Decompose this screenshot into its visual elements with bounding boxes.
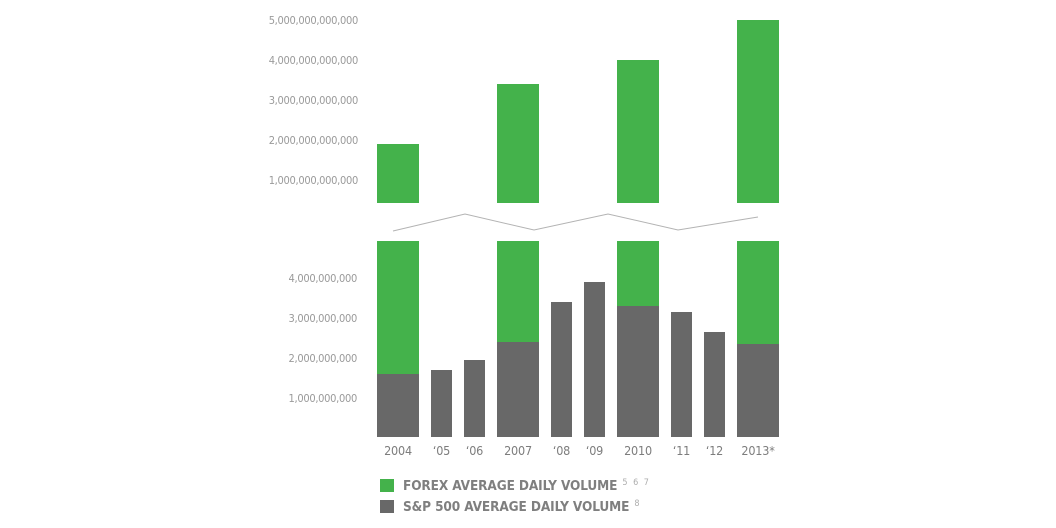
x-label-8: ‘12 (705, 443, 724, 458)
sp500-bar-4 (551, 302, 572, 437)
y-tick-top-2: 3,000,000,000,000 (268, 94, 359, 107)
y-tick-bottom-0: 4,000,000,000 (288, 272, 358, 285)
sp500-bar-1 (431, 370, 452, 437)
y-tick-top-1: 4,000,000,000,000 (268, 54, 359, 67)
sp500-bar-2 (464, 360, 485, 437)
sp500-bar-7 (671, 312, 692, 437)
forex-bar-upper-6 (617, 60, 659, 203)
x-label-0: 2004 (384, 443, 412, 458)
legend-item-forex: FOREX AVERAGE DAILY VOLUME 5 6 7 (380, 478, 651, 500)
forex-bar-upper-3 (497, 84, 539, 203)
x-label-5: ‘09 (585, 443, 604, 458)
x-label-7: ‘11 (672, 443, 691, 458)
chart-legend: FOREX AVERAGE DAILY VOLUME 5 6 7 S&P 500… (380, 478, 651, 521)
x-label-1: ‘05 (432, 443, 451, 458)
forex-bar-lower-3 (497, 241, 539, 342)
forex-footnote-refs: 5 6 7 (622, 478, 651, 488)
sp500-bar-6 (617, 306, 659, 437)
forex-bar-lower-0 (377, 241, 419, 374)
sp500-footnote-ref: 8 (634, 499, 641, 509)
sp500-bar-8 (704, 332, 725, 437)
x-label-6: 2010 (624, 443, 652, 458)
x-label-3: 2007 (504, 443, 532, 458)
x-label-9: 2013* (741, 443, 775, 458)
forex-bar-upper-0 (377, 144, 419, 203)
sp500-bar-0 (377, 374, 419, 437)
forex-swatch-icon (380, 479, 394, 492)
sp500-bar-3 (497, 342, 539, 437)
forex-bar-upper-9 (737, 20, 779, 203)
legend-item-sp500: S&P 500 AVERAGE DAILY VOLUME 8 (380, 499, 650, 521)
sp500-swatch-icon (380, 500, 394, 513)
sp500-bar-5 (584, 282, 605, 437)
sp500-legend-label: S&P 500 AVERAGE DAILY VOLUME (403, 499, 630, 515)
forex-legend-label: FOREX AVERAGE DAILY VOLUME (403, 478, 618, 494)
y-tick-top-4: 1,000,000,000,000 (268, 174, 359, 187)
y-tick-bottom-3: 1,000,000,000 (288, 392, 358, 405)
y-tick-bottom-1: 3,000,000,000 (288, 312, 358, 325)
axis-break-line (392, 213, 759, 232)
y-tick-top-3: 2,000,000,000,000 (268, 134, 359, 147)
x-label-4: ‘08 (552, 443, 571, 458)
forex-bar-lower-9 (737, 241, 779, 344)
axis-break-zigzag (392, 213, 759, 232)
x-label-2: ‘06 (465, 443, 484, 458)
sp500-bar-9 (737, 344, 779, 437)
forex-bar-lower-6 (617, 241, 659, 306)
y-tick-bottom-2: 2,000,000,000 (288, 352, 358, 365)
y-tick-top-0: 5,000,000,000,000 (268, 14, 359, 27)
